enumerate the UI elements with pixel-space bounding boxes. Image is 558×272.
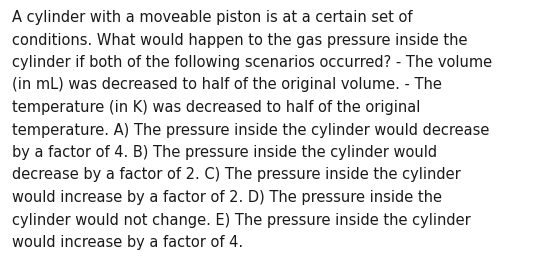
Text: temperature (in K) was decreased to half of the original: temperature (in K) was decreased to half… <box>12 100 420 115</box>
Text: by a factor of 4. B) The pressure inside the cylinder would: by a factor of 4. B) The pressure inside… <box>12 145 437 160</box>
Text: decrease by a factor of 2. C) The pressure inside the cylinder: decrease by a factor of 2. C) The pressu… <box>12 168 461 183</box>
Text: would increase by a factor of 4.: would increase by a factor of 4. <box>12 235 243 250</box>
Text: conditions. What would happen to the gas pressure inside the: conditions. What would happen to the gas… <box>12 32 468 48</box>
Text: would increase by a factor of 2. D) The pressure inside the: would increase by a factor of 2. D) The … <box>12 190 442 205</box>
Text: A cylinder with a moveable piston is at a certain set of: A cylinder with a moveable piston is at … <box>12 10 412 25</box>
Text: temperature. A) The pressure inside the cylinder would decrease: temperature. A) The pressure inside the … <box>12 122 489 138</box>
Text: (in mL) was decreased to half of the original volume. - The: (in mL) was decreased to half of the ori… <box>12 78 442 92</box>
Text: cylinder would not change. E) The pressure inside the cylinder: cylinder would not change. E) The pressu… <box>12 212 471 227</box>
Text: cylinder if both of the following scenarios occurred? - The volume: cylinder if both of the following scenar… <box>12 55 492 70</box>
